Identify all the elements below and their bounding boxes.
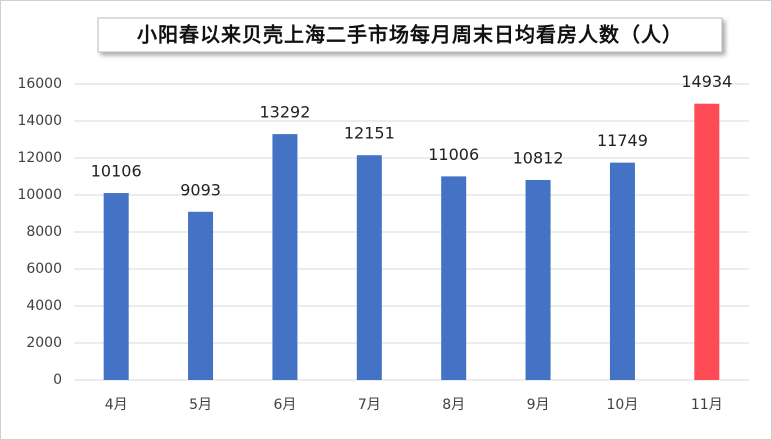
x-tick-label: 6月 — [273, 397, 296, 413]
bar — [103, 193, 129, 380]
y-tick-label: 10000 — [17, 187, 62, 203]
x-tick-label: 8月 — [442, 397, 465, 413]
y-tick-label: 2000 — [26, 335, 62, 351]
x-tick-label: 9月 — [527, 397, 550, 413]
data-label: 13292 — [259, 103, 310, 122]
y-tick-label: 6000 — [26, 261, 62, 277]
y-tick-label: 16000 — [17, 76, 62, 92]
bar — [694, 103, 720, 380]
y-tick-label: 4000 — [26, 298, 62, 314]
x-tick-label: 11月 — [691, 397, 723, 413]
y-tick-label: 12000 — [17, 150, 62, 166]
x-tick-label: 4月 — [105, 397, 128, 413]
bar — [525, 179, 551, 380]
data-label: 14934 — [681, 72, 732, 91]
bar — [272, 134, 298, 380]
data-label: 10812 — [513, 148, 564, 167]
data-label: 12151 — [344, 124, 395, 143]
data-label: 9093 — [180, 180, 221, 199]
x-tick-label: 10月 — [607, 397, 639, 413]
x-tick-label: 5月 — [189, 397, 212, 413]
title-box — [97, 17, 723, 53]
bar — [609, 162, 635, 380]
bar — [188, 211, 214, 380]
y-tick-label: 14000 — [17, 113, 62, 129]
bar — [441, 176, 467, 380]
chart-title: 小阳春以来贝壳上海二手市场每月周末日均看房人数（人） — [137, 23, 683, 47]
y-tick-label: 0 — [53, 372, 62, 388]
x-tick-label: 7月 — [358, 397, 381, 413]
data-label: 11749 — [597, 131, 648, 150]
bar — [356, 155, 382, 380]
y-tick-label: 8000 — [26, 224, 62, 240]
data-label: 11006 — [428, 145, 479, 164]
data-label: 10106 — [91, 162, 142, 181]
